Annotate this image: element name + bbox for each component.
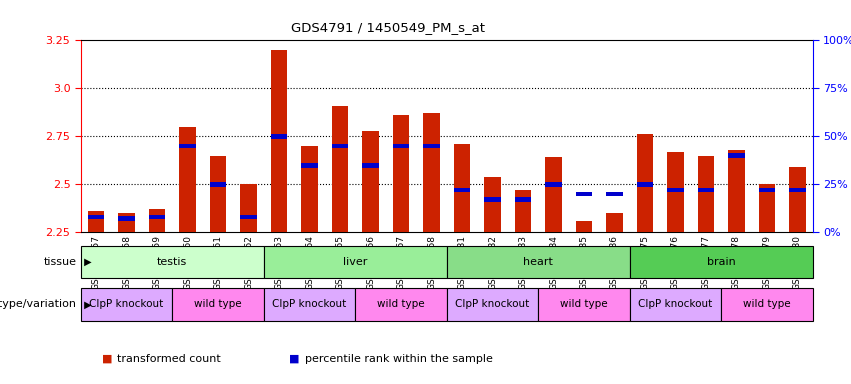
Bar xyxy=(392,115,409,232)
Bar xyxy=(180,144,196,148)
Bar xyxy=(637,182,654,187)
Bar xyxy=(728,150,745,232)
Bar xyxy=(240,215,257,219)
Bar xyxy=(789,188,806,192)
Bar xyxy=(363,131,379,232)
Bar xyxy=(332,106,348,232)
Title: GDS4791 / 1450549_PM_s_at: GDS4791 / 1450549_PM_s_at xyxy=(291,21,485,34)
Bar xyxy=(271,134,288,139)
Bar xyxy=(172,288,264,321)
Text: tissue: tissue xyxy=(43,257,77,267)
Bar xyxy=(484,177,501,232)
Bar xyxy=(545,157,562,232)
Text: percentile rank within the sample: percentile rank within the sample xyxy=(305,354,493,364)
Bar xyxy=(606,192,623,196)
Text: brain: brain xyxy=(707,257,735,267)
Text: ClpP knockout: ClpP knockout xyxy=(89,299,163,310)
Bar xyxy=(88,211,105,232)
Bar xyxy=(363,163,379,167)
Bar xyxy=(301,146,318,232)
Bar xyxy=(758,184,775,232)
Text: wild type: wild type xyxy=(560,299,608,310)
Bar xyxy=(630,246,813,278)
Text: liver: liver xyxy=(343,257,368,267)
Text: ▶: ▶ xyxy=(81,257,91,267)
Bar xyxy=(545,182,562,187)
Text: transformed count: transformed count xyxy=(117,354,221,364)
Text: wild type: wild type xyxy=(377,299,425,310)
Bar xyxy=(118,217,135,221)
Text: ■: ■ xyxy=(102,354,112,364)
Bar xyxy=(209,182,226,187)
Bar xyxy=(637,134,654,232)
Bar xyxy=(271,50,288,232)
Bar xyxy=(149,209,165,232)
Bar xyxy=(180,127,196,232)
Bar xyxy=(447,288,538,321)
Bar xyxy=(264,288,355,321)
Bar xyxy=(515,197,531,202)
Bar xyxy=(667,152,684,232)
Text: ■: ■ xyxy=(289,354,300,364)
Bar xyxy=(355,288,447,321)
Bar xyxy=(758,188,775,192)
Bar xyxy=(88,215,105,219)
Bar xyxy=(209,156,226,232)
Bar xyxy=(789,167,806,232)
Bar xyxy=(630,288,721,321)
Bar xyxy=(81,288,172,321)
Bar xyxy=(575,221,592,232)
Bar xyxy=(149,215,165,219)
Bar xyxy=(447,246,630,278)
Bar xyxy=(264,246,447,278)
Bar xyxy=(301,163,318,167)
Text: ClpP knockout: ClpP knockout xyxy=(272,299,346,310)
Bar xyxy=(538,288,630,321)
Text: testis: testis xyxy=(157,257,187,267)
Bar xyxy=(423,144,440,148)
Bar xyxy=(423,113,440,232)
Bar xyxy=(606,213,623,232)
Text: heart: heart xyxy=(523,257,553,267)
Bar xyxy=(240,184,257,232)
Text: wild type: wild type xyxy=(743,299,791,310)
Bar xyxy=(728,153,745,158)
Bar xyxy=(118,213,135,232)
Bar xyxy=(392,144,409,148)
Text: ClpP knockout: ClpP knockout xyxy=(638,299,712,310)
Bar xyxy=(698,188,714,192)
Text: wild type: wild type xyxy=(194,299,242,310)
Bar xyxy=(484,197,501,202)
Text: ▶: ▶ xyxy=(81,299,91,310)
Bar xyxy=(81,246,264,278)
Bar xyxy=(332,144,348,148)
Text: ClpP knockout: ClpP knockout xyxy=(455,299,529,310)
Bar xyxy=(454,144,471,232)
Bar xyxy=(698,156,714,232)
Bar xyxy=(667,188,684,192)
Bar xyxy=(454,188,471,192)
Bar xyxy=(575,192,592,196)
Bar xyxy=(721,288,813,321)
Text: genotype/variation: genotype/variation xyxy=(0,299,77,310)
Bar xyxy=(515,190,531,232)
